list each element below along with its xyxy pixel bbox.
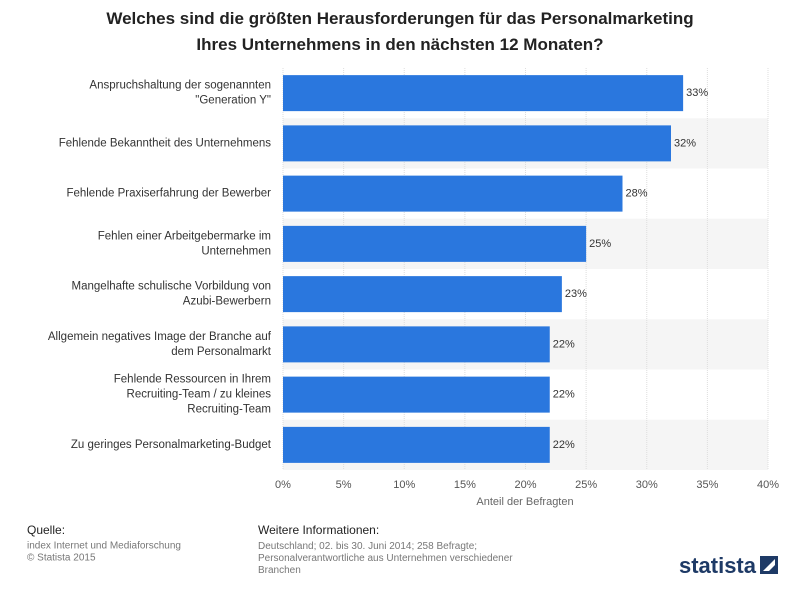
x-tick-label: 15% — [454, 479, 476, 491]
bar — [283, 175, 623, 212]
x-tick-label: 35% — [696, 479, 718, 491]
logo-icon-mark — [763, 559, 775, 571]
x-tick-label: 20% — [514, 479, 536, 491]
value-label: 23% — [565, 288, 587, 300]
source-heading: Quelle: — [27, 523, 65, 537]
y-tick-label: Anspruchshaltung der sogenannten "Generat… — [89, 80, 271, 107]
info-text: Deutschland; 02. bis 30. Juni 2014; 258 … — [258, 541, 513, 576]
y-tick-label: Fehlende Ressourcen in Ihrem Recruiting-T… — [114, 374, 271, 416]
value-label: 25% — [589, 238, 611, 250]
y-tick-label: Mangelhafte schulische Vorbildung von Azu… — [72, 281, 271, 308]
bar — [283, 276, 562, 313]
logo: statista — [679, 553, 778, 578]
y-tick-label: Zu geringes Personalmarketing-Budget — [71, 439, 272, 451]
source-line: index Internet und Mediaforschung — [27, 541, 181, 552]
info-heading: Weitere Informationen: — [258, 523, 379, 537]
value-label: 32% — [674, 137, 696, 149]
value-label: 22% — [553, 389, 575, 401]
y-tick-label: Fehlen einer Arbeitgebermarke im Unterneh… — [98, 230, 271, 257]
y-tick-label: Fehlende Praxiserfahrung der Bewerber — [66, 188, 271, 200]
bar — [283, 426, 550, 463]
source-line: © Statista 2015 — [27, 553, 96, 564]
x-tick-label: 10% — [393, 479, 415, 491]
y-tick-label: Fehlende Bekanntheit des Unternehmens — [59, 137, 272, 149]
bar — [283, 326, 550, 363]
bar — [283, 225, 587, 262]
x-tick-label: 25% — [575, 479, 597, 491]
y-tick-label: Allgemein negatives Image der Branche au… — [48, 331, 272, 358]
x-tick-label: 40% — [757, 479, 779, 491]
bar — [283, 376, 550, 413]
chart-title: Welches sind die größten Herausforderung… — [106, 9, 693, 54]
value-label: 22% — [553, 439, 575, 451]
logo-text: statista — [679, 553, 757, 578]
value-label: 22% — [553, 338, 575, 350]
x-tick-label: 30% — [636, 479, 658, 491]
bar — [283, 125, 671, 162]
x-tick-label: 5% — [336, 479, 352, 491]
bar — [283, 75, 684, 112]
x-axis-label: Anteil der Befragten — [476, 496, 573, 508]
x-tick-label: 0% — [275, 479, 291, 491]
value-label: 33% — [686, 87, 708, 99]
value-label: 28% — [626, 188, 648, 200]
